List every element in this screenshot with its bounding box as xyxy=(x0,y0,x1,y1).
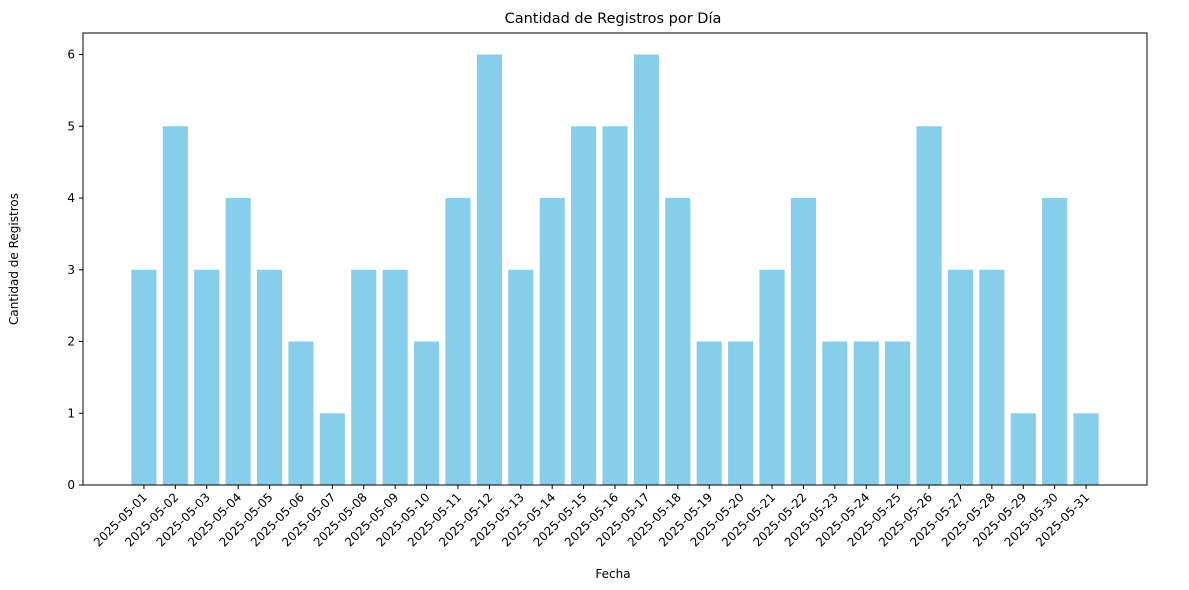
bar-2025-05-12 xyxy=(476,54,502,486)
x-axis: 2025-05-012025-05-022025-05-032025-05-04… xyxy=(91,485,1092,549)
bar-2025-05-02 xyxy=(162,126,188,486)
bar-2025-05-26 xyxy=(916,126,942,486)
bar-2025-05-25 xyxy=(885,341,911,485)
y-tick-label: 4 xyxy=(67,191,75,205)
bar-2025-05-18 xyxy=(665,198,691,485)
bar-2025-05-09 xyxy=(382,269,408,485)
bar-2025-05-08 xyxy=(351,269,377,485)
bar-2025-05-01 xyxy=(131,269,157,485)
bar-2025-05-31 xyxy=(1073,413,1099,485)
y-tick-label: 2 xyxy=(67,335,75,349)
bar-2025-05-23 xyxy=(822,341,848,485)
y-tick-label: 6 xyxy=(67,48,75,62)
bar-2025-05-11 xyxy=(445,198,471,485)
bar-2025-05-05 xyxy=(256,269,283,485)
y-tick-label: 0 xyxy=(67,478,75,492)
bar-2025-05-15 xyxy=(571,126,597,486)
bar-2025-05-21 xyxy=(759,269,785,485)
bar-2025-05-04 xyxy=(225,198,251,485)
bar-2025-05-29 xyxy=(1010,413,1036,485)
bar-2025-05-16 xyxy=(602,126,628,486)
y-tick-label: 1 xyxy=(67,406,75,420)
bar-2025-05-10 xyxy=(414,341,440,485)
y-axis-label: Cantidad de Registros xyxy=(7,193,21,325)
bar-2025-05-28 xyxy=(979,269,1005,485)
bar-2025-05-30 xyxy=(1042,198,1068,485)
x-axis-label: Fecha xyxy=(595,567,630,581)
bar-2025-05-24 xyxy=(853,341,879,485)
bar-2025-05-07 xyxy=(319,413,345,485)
bar-2025-05-06 xyxy=(288,341,314,485)
bar-2025-05-27 xyxy=(947,269,974,485)
bar-2025-05-14 xyxy=(539,198,565,485)
bar-2025-05-13 xyxy=(508,269,534,485)
bar-2025-05-03 xyxy=(194,269,220,485)
chart-title: Cantidad de Registros por Día xyxy=(505,11,722,27)
bar-2025-05-22 xyxy=(790,198,816,485)
bars-group xyxy=(131,54,1099,486)
bar-2025-05-19 xyxy=(696,341,722,485)
bar-2025-05-20 xyxy=(728,341,754,485)
y-axis: 0 1 2 3 4 5 6 xyxy=(67,48,83,492)
bar-2025-05-17 xyxy=(633,54,659,486)
y-tick-label: 3 xyxy=(67,263,75,277)
y-tick-label: 5 xyxy=(67,119,75,133)
